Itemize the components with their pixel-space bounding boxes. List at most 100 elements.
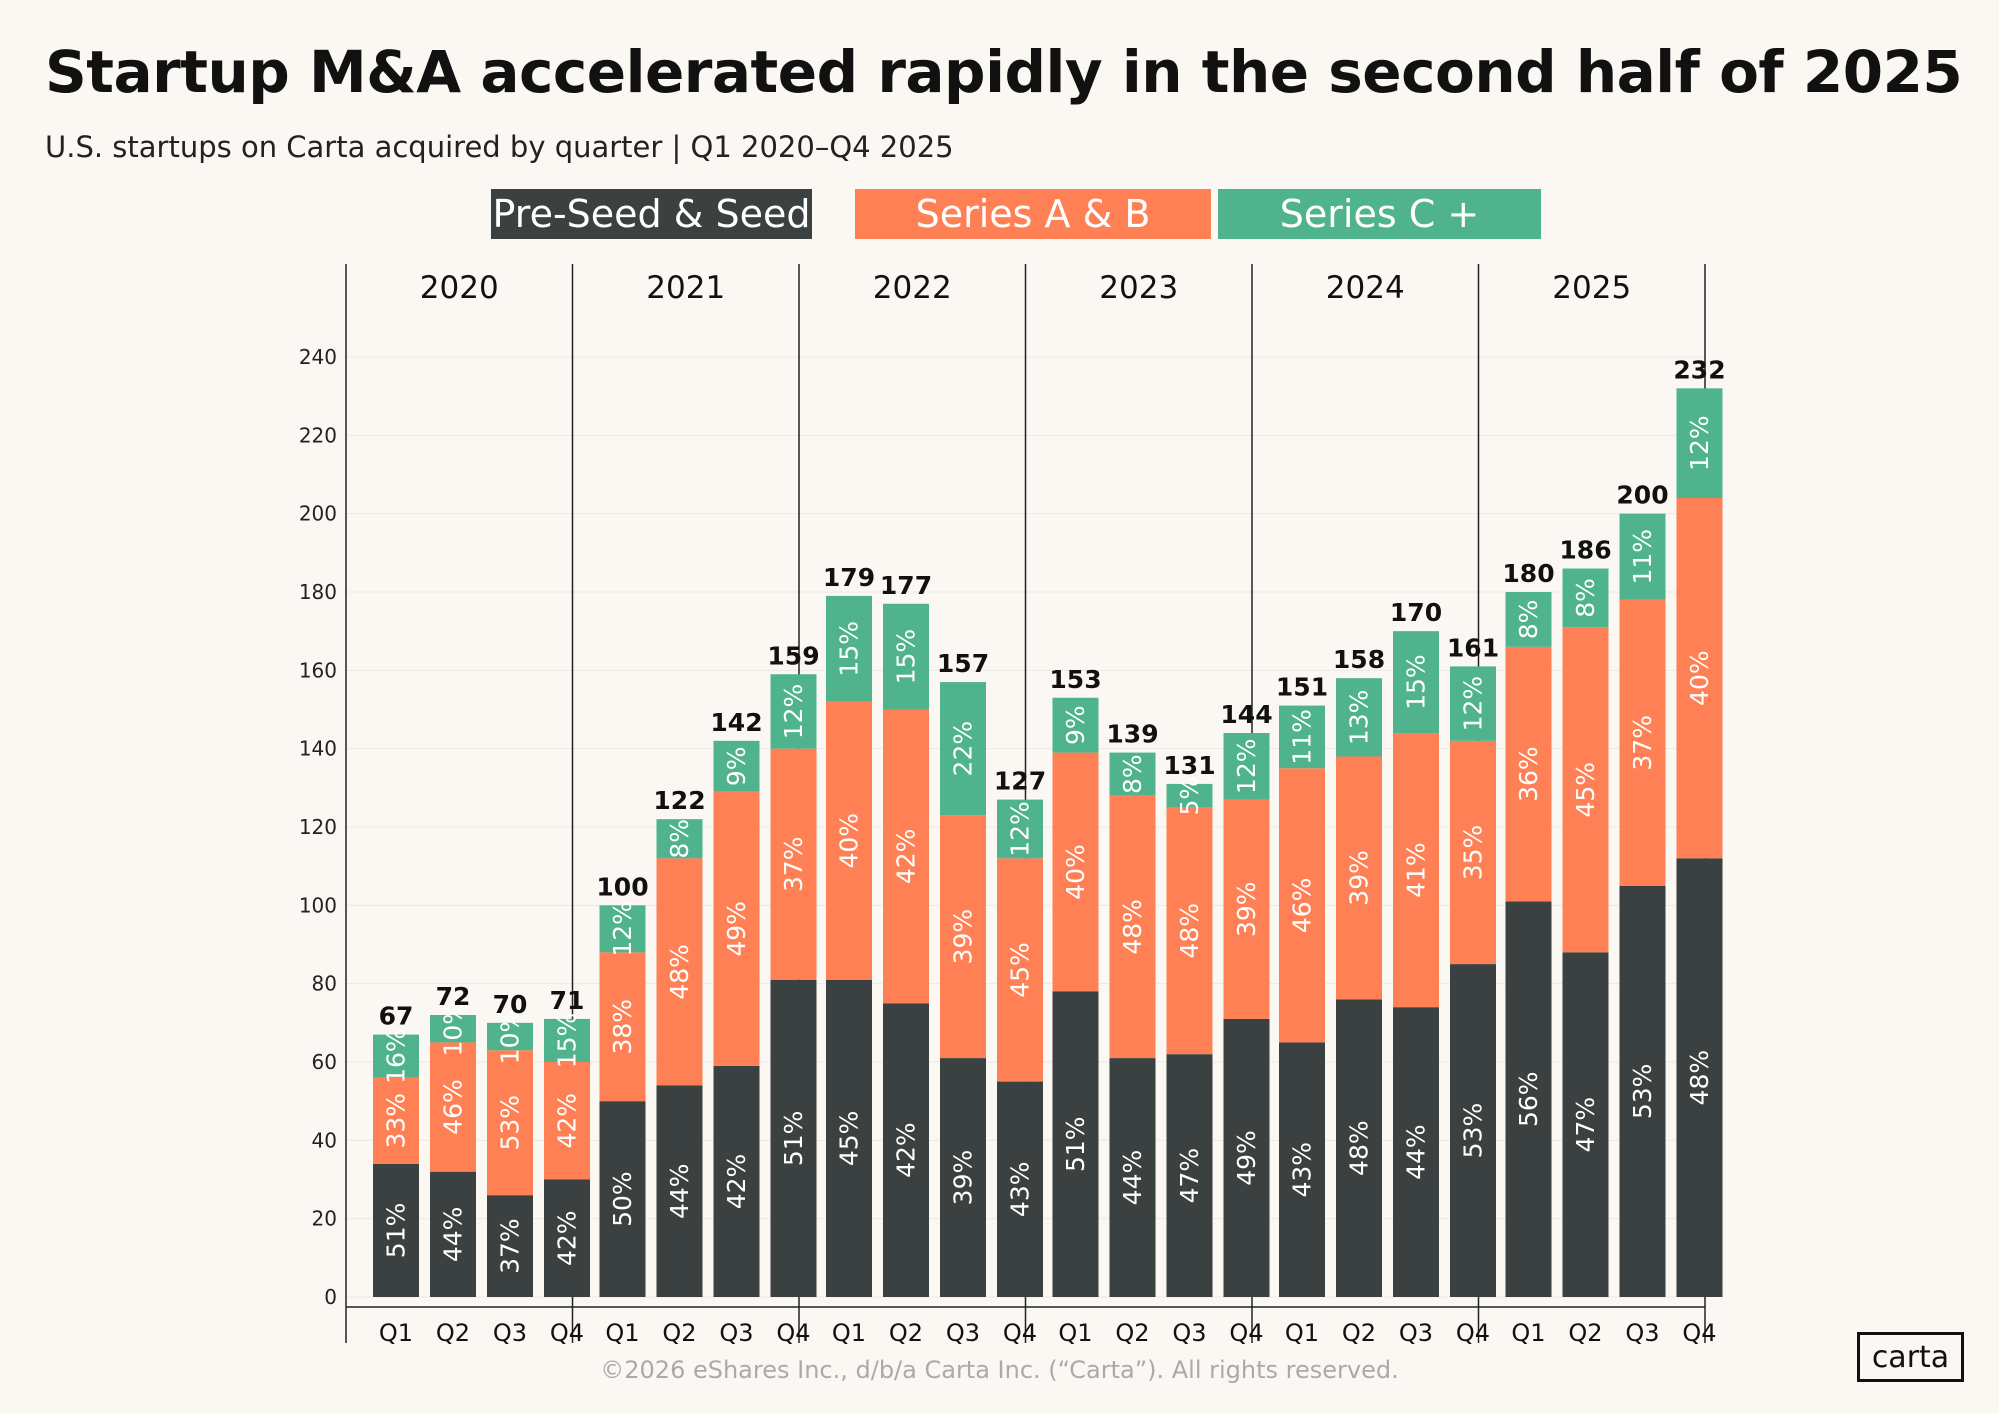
segment-percent-label: 45% [1006, 942, 1035, 998]
segment-percent-label: 8% [1571, 578, 1600, 618]
bar-segment [1223, 733, 1270, 800]
segment-percent-label: 44% [1118, 1150, 1147, 1206]
segment-percent-label: 33% [382, 1093, 411, 1149]
bar-segment [940, 1058, 986, 1297]
bar-segment [1450, 666, 1496, 741]
segment-percent-label: 51% [779, 1111, 808, 1167]
segment-percent-label: 41% [1402, 842, 1431, 898]
bar-segment [1279, 705, 1325, 769]
bar-segment [373, 1077, 419, 1164]
quarter-label: Q4 [1003, 1319, 1037, 1347]
y-tick-label: 60 [312, 1050, 337, 1074]
year-label: 2020 [420, 270, 499, 306]
bar-segment [883, 709, 929, 1004]
total-label: 144 [1220, 700, 1272, 729]
bar-segment [1676, 498, 1723, 859]
bar-segment [430, 1015, 476, 1043]
bar-segment [599, 952, 646, 1102]
quarter-label: Q1 [605, 1319, 639, 1347]
segment-percent-label: 43% [1288, 1142, 1317, 1198]
bar-segment [1562, 952, 1609, 1297]
y-tick-label: 240 [299, 345, 337, 369]
copyright-footer: ©2026 eShares Inc., d/b/a Carta Inc. (“C… [600, 1356, 1399, 1384]
segment-percent-label: 12% [1685, 415, 1714, 471]
bar-segment [826, 701, 872, 980]
segment-percent-label: 37% [779, 836, 808, 892]
quarter-label: Q4 [1229, 1319, 1263, 1347]
total-label: 179 [823, 563, 875, 592]
total-label: 122 [653, 786, 705, 815]
y-tick-label: 220 [299, 423, 337, 447]
total-label: 232 [1673, 355, 1725, 384]
legend-series-a-b: Series A & B [855, 189, 1211, 239]
bar-segment [487, 1022, 533, 1051]
segment-percent-label: 48% [665, 944, 694, 1000]
segment-percent-label: 40% [1061, 844, 1090, 900]
segment-percent-label: 42% [553, 1093, 582, 1149]
segment-percent-label: 48% [1118, 899, 1147, 955]
bar-segment [713, 1065, 760, 1297]
segment-percent-label: 8% [665, 819, 694, 859]
bar-segment [1505, 592, 1552, 647]
total-label: 159 [767, 641, 819, 670]
bar-segment [997, 858, 1043, 1082]
segment-percent-label: 11% [1628, 529, 1657, 585]
segment-percent-label: 53% [1459, 1103, 1488, 1159]
segment-percent-label: 16% [382, 1028, 411, 1084]
y-tick-label: 20 [312, 1207, 337, 1231]
segment-percent-label: 42% [892, 1122, 921, 1178]
bar-segment [826, 595, 872, 702]
segment-percent-label: 47% [1571, 1097, 1600, 1153]
bar-segment [544, 1062, 590, 1180]
segment-percent-label: 37% [1628, 715, 1657, 771]
quarter-label: Q1 [1285, 1319, 1319, 1347]
quarter-label: Q3 [1625, 1319, 1659, 1347]
segment-percent-label: 15% [835, 621, 864, 677]
bar-segment [1109, 752, 1156, 796]
bar-segment [1223, 799, 1270, 1019]
bar-segment [1336, 756, 1382, 1000]
segment-percent-label: 51% [1061, 1116, 1090, 1172]
quarter-label: Q4 [1456, 1319, 1490, 1347]
quarter-label: Q2 [436, 1319, 470, 1347]
total-label: 161 [1447, 633, 1499, 662]
quarter-label: Q2 [1568, 1319, 1602, 1347]
segment-percent-label: 15% [892, 629, 921, 685]
total-label: 180 [1502, 559, 1554, 588]
bar-segment [1450, 740, 1496, 965]
quarter-label: Q1 [832, 1319, 866, 1347]
segment-percent-label: 42% [553, 1210, 582, 1266]
bar-segment [826, 979, 872, 1297]
year-label: 2021 [646, 270, 725, 306]
bar-segment [883, 603, 929, 710]
bar-segment [713, 791, 760, 1066]
quarter-label: Q2 [889, 1319, 923, 1347]
bar-segment [940, 815, 986, 1059]
bar-segment [1393, 631, 1439, 733]
bar-segment [1109, 1058, 1156, 1297]
segment-percent-label: 15% [1402, 654, 1431, 710]
total-label: 67 [379, 1002, 414, 1031]
segment-percent-label: 9% [722, 746, 751, 786]
total-label: 131 [1163, 751, 1215, 780]
total-label: 170 [1390, 598, 1442, 627]
segment-percent-label: 45% [835, 1111, 864, 1167]
page-title: Startup M&A accelerated rapidly in the s… [45, 38, 1963, 106]
segment-percent-label: 12% [1006, 801, 1035, 857]
segment-percent-label: 40% [835, 813, 864, 869]
bar-segment [1223, 1018, 1270, 1297]
legend-series-c-plus: Series C + [1218, 189, 1541, 239]
y-tick-label: 200 [299, 502, 337, 526]
bar-segment [430, 1042, 476, 1172]
total-label: 127 [994, 767, 1046, 796]
bar-segment [1336, 999, 1382, 1297]
y-tick-label: 180 [299, 580, 337, 604]
bar-segment [1619, 885, 1666, 1297]
segment-percent-label: 53% [496, 1095, 525, 1151]
segment-percent-label: 44% [439, 1207, 468, 1263]
bar-segment [599, 905, 646, 953]
bar-segment [1562, 627, 1609, 953]
total-label: 200 [1616, 481, 1668, 510]
bar-segment [487, 1195, 533, 1297]
